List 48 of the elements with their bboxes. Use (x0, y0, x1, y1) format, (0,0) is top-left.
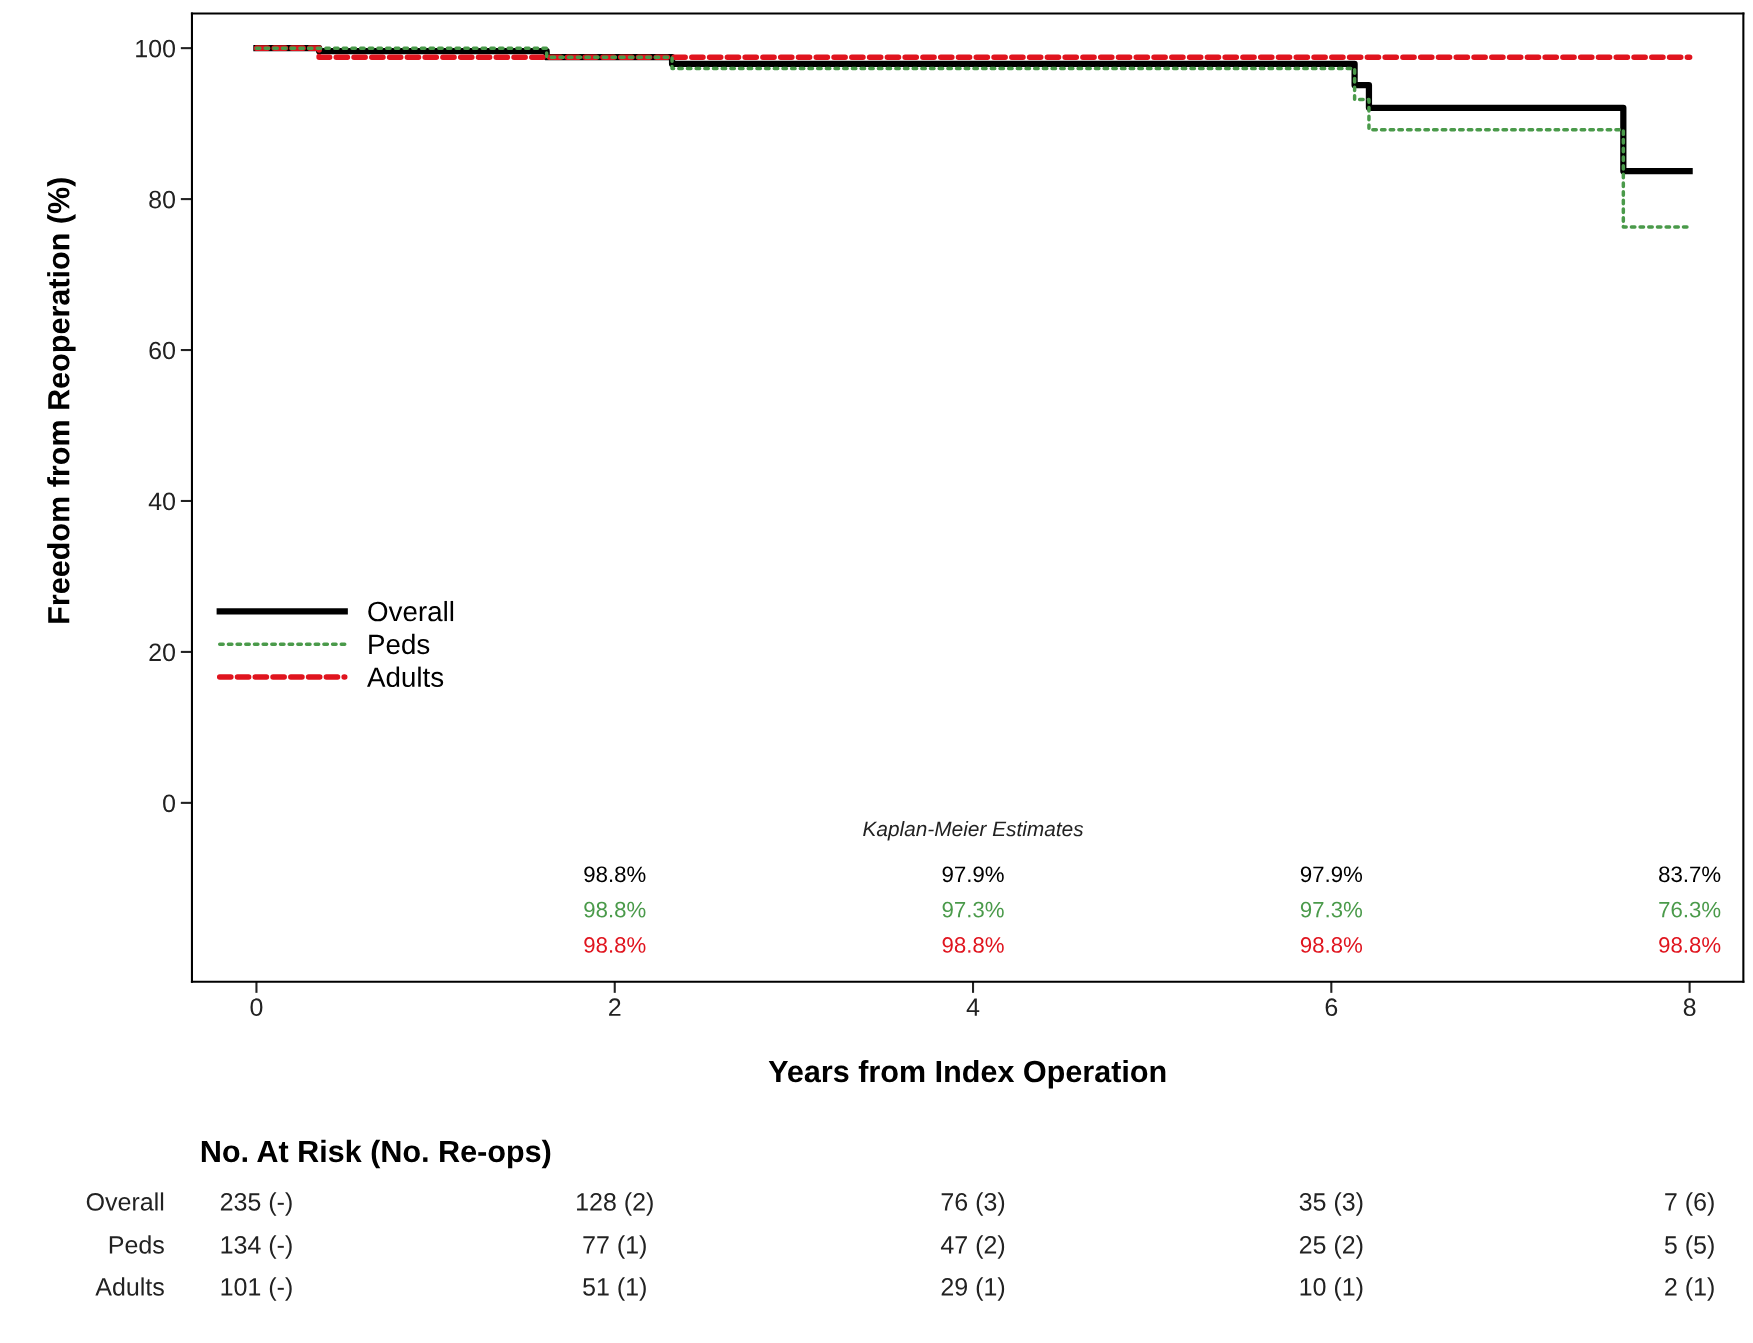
x-tick-label: 2 (609, 998, 621, 1016)
annotation: 97.9% (942, 866, 1004, 883)
text: Adults (95, 1277, 164, 1296)
x-tick-label: 6 (1325, 998, 1338, 1017)
annotation: Kaplan-Meier Estimates (863, 820, 1084, 841)
text: 77 (1) (583, 1235, 646, 1259)
x-tick-label: 4 (966, 998, 980, 1016)
y-tick-label: 100 (136, 39, 176, 58)
text: 101 (-) (221, 1277, 292, 1301)
x-axis-title: Years from Index Operation (768, 1059, 1166, 1089)
x-tick-label: 8 (1683, 998, 1696, 1017)
y-axis-title: Freedom from Reoperation (%) (47, 178, 76, 623)
annotation: 98.8% (584, 901, 646, 918)
annotation: 97.3% (1300, 901, 1363, 918)
text: 47 (2) (940, 1235, 1005, 1259)
text: 76 (3) (941, 1192, 1005, 1216)
annotation: 83.7% (1659, 866, 1721, 883)
text: Overall (86, 1192, 164, 1211)
text: 134 (-) (221, 1235, 292, 1259)
y-tick-label: 0 (163, 794, 175, 813)
annotation: 98.8% (584, 937, 646, 953)
text: Peds (109, 1235, 164, 1254)
text: No. At Risk (No. Re-ops) (201, 1139, 551, 1169)
y-tick-label: 20 (149, 643, 176, 662)
x-tick-label: 0 (250, 998, 263, 1017)
text: 51 (1) (583, 1277, 646, 1301)
y-tick-label: 80 (149, 190, 176, 209)
text: 2 (1) (1665, 1277, 1714, 1301)
annotation: 98.8% (1659, 937, 1721, 953)
text: 7 (6) (1665, 1192, 1714, 1216)
text: 5 (5) (1664, 1235, 1714, 1259)
annotation: 97.9% (1300, 866, 1363, 883)
text: 128 (2) (577, 1192, 653, 1216)
legend-label: Overall (368, 600, 454, 622)
annotation: 98.8% (1300, 937, 1363, 953)
annotation: 98.8% (942, 937, 1004, 953)
legend-label: Peds (369, 633, 430, 655)
legend-label: Adults (367, 666, 444, 688)
annotation: 98.8% (584, 866, 646, 883)
text: 35 (3) (1299, 1192, 1363, 1216)
y-tick-label: 60 (149, 341, 176, 360)
text: 235 (-) (220, 1192, 292, 1216)
text: 10 (1) (1300, 1277, 1363, 1301)
annotation: 97.3% (942, 901, 1004, 918)
annotation: 76.3% (1659, 901, 1721, 918)
text: 25 (2) (1299, 1235, 1363, 1259)
y-tick-label: 40 (148, 492, 176, 511)
text: 29 (1) (941, 1277, 1005, 1301)
